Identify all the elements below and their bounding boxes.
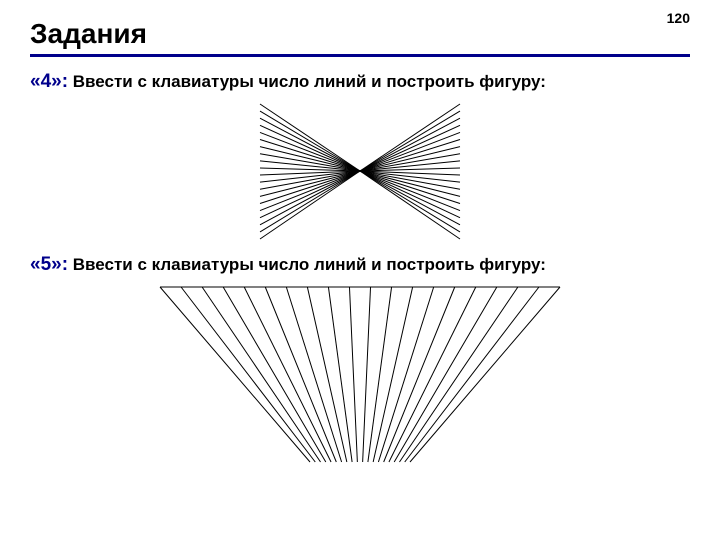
task-5-label: «5»:: [30, 254, 68, 275]
figure-5-holder: [30, 282, 690, 467]
task-4-line: «4»: Ввести с клавиатуры число линий и п…: [30, 71, 690, 93]
task-5-text: Ввести с клавиатуры число линий и постро…: [73, 255, 546, 274]
figure-5: [150, 282, 570, 467]
task-5-line: «5»: Ввести с клавиатуры число линий и п…: [30, 254, 690, 276]
figure-4-holder: [30, 99, 690, 244]
task-4-text: Ввести с клавиатуры число линий и постро…: [73, 72, 546, 91]
task-4-label: «4»:: [30, 71, 68, 92]
figure-4: [240, 99, 480, 244]
page-number: 120: [667, 10, 690, 26]
page-title: Задания: [30, 18, 690, 50]
title-rule: [30, 54, 690, 57]
